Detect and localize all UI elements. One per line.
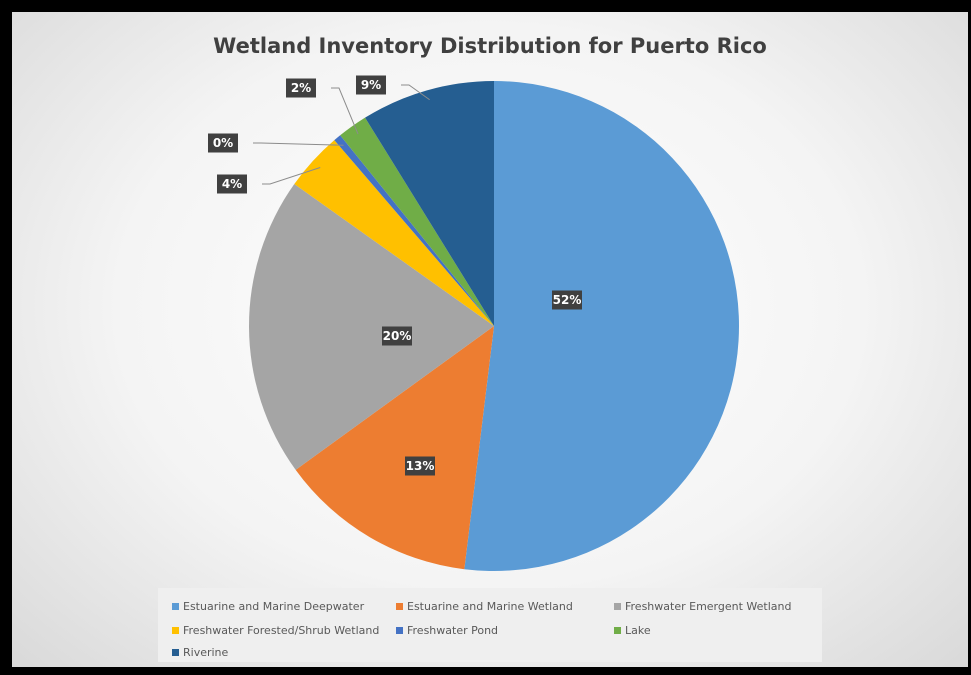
legend-item-lake: Lake [614, 624, 651, 637]
data-label-box [382, 326, 412, 346]
data-label-freshwater-forested-shrub-wetland: 4% [217, 174, 247, 194]
data-label-text: 20% [383, 329, 412, 343]
data-label-box [217, 174, 247, 194]
legend-label: Lake [625, 624, 651, 637]
data-label-box [208, 133, 238, 153]
legend-item-riverine: Riverine [172, 646, 228, 659]
data-label-text: 13% [406, 459, 435, 473]
legend-label: Freshwater Pond [407, 624, 499, 637]
leader-line-riverine [401, 84, 430, 101]
legend-label: Estuarine and Marine Deepwater [183, 600, 365, 613]
pie-slice-estuarine-and-marine-deepwater [464, 81, 740, 572]
data-label-text: 4% [222, 177, 242, 191]
legend-swatch [172, 649, 179, 656]
legend-item-freshwater-forested-shrub-wetland: Freshwater Forested/Shrub Wetland [172, 624, 379, 637]
data-label-riverine: 9% [356, 75, 386, 95]
data-label-text: 2% [291, 81, 311, 95]
legend-item-estuarine-and-marine-deepwater: Estuarine and Marine Deepwater [172, 600, 364, 613]
legend-swatch [614, 603, 621, 610]
pie-slice-freshwater-pond [334, 135, 494, 326]
chart-title: Wetland Inventory Distribution for Puert… [213, 34, 767, 58]
legend-swatch [396, 627, 403, 634]
legend-item-estuarine-and-marine-wetland: Estuarine and Marine Wetland [396, 600, 573, 613]
pie-slice-lake [340, 117, 494, 326]
data-label-freshwater-emergent-wetland: 20% [382, 326, 412, 346]
legend-label: Estuarine and Marine Wetland [407, 600, 573, 613]
legend-swatch [396, 603, 403, 610]
leader-line-freshwater-pond [253, 142, 344, 146]
legend-item-freshwater-pond: Freshwater Pond [396, 624, 498, 637]
legend-swatch [172, 627, 179, 634]
data-label-text: 0% [213, 136, 233, 150]
data-label-box [552, 290, 582, 310]
legend-label: Freshwater Forested/Shrub Wetland [183, 624, 380, 637]
data-label-box [356, 75, 386, 95]
data-label-estuarine-and-marine-wetland: 13% [405, 456, 435, 476]
legend-item-freshwater-emergent-wetland: Freshwater Emergent Wetland [614, 600, 791, 613]
data-label-freshwater-pond: 0% [208, 133, 238, 153]
pie-slice-freshwater-emergent-wetland [249, 184, 494, 470]
data-label-box [405, 456, 435, 476]
chart-area: Wetland Inventory Distribution for Puert… [12, 12, 968, 667]
pie-slice-estuarine-and-marine-wetland [295, 326, 494, 570]
pie-chart: 52% 13% 20% 4% 0% 2% 9% [208, 75, 740, 572]
data-label-text: 52% [553, 293, 582, 307]
legend: Estuarine and Marine Deepwater Estuarine … [158, 588, 822, 662]
legend-label: Freshwater Emergent Wetland [625, 600, 792, 613]
legend-swatch [172, 603, 179, 610]
pie-slice-freshwater-forested-shrub-wetland [294, 140, 494, 326]
data-label-estuarine-and-marine-deepwater: 52% [552, 290, 582, 310]
leader-line-lake [331, 87, 359, 135]
pie-slice-riverine [365, 81, 494, 326]
data-label-box [286, 78, 316, 98]
legend-label: Riverine [183, 646, 229, 659]
legend-swatch [614, 627, 621, 634]
leader-line-freshwater-forested-shrub-wetland [262, 167, 321, 185]
data-label-text: 9% [361, 78, 381, 92]
data-label-lake: 2% [286, 78, 316, 98]
